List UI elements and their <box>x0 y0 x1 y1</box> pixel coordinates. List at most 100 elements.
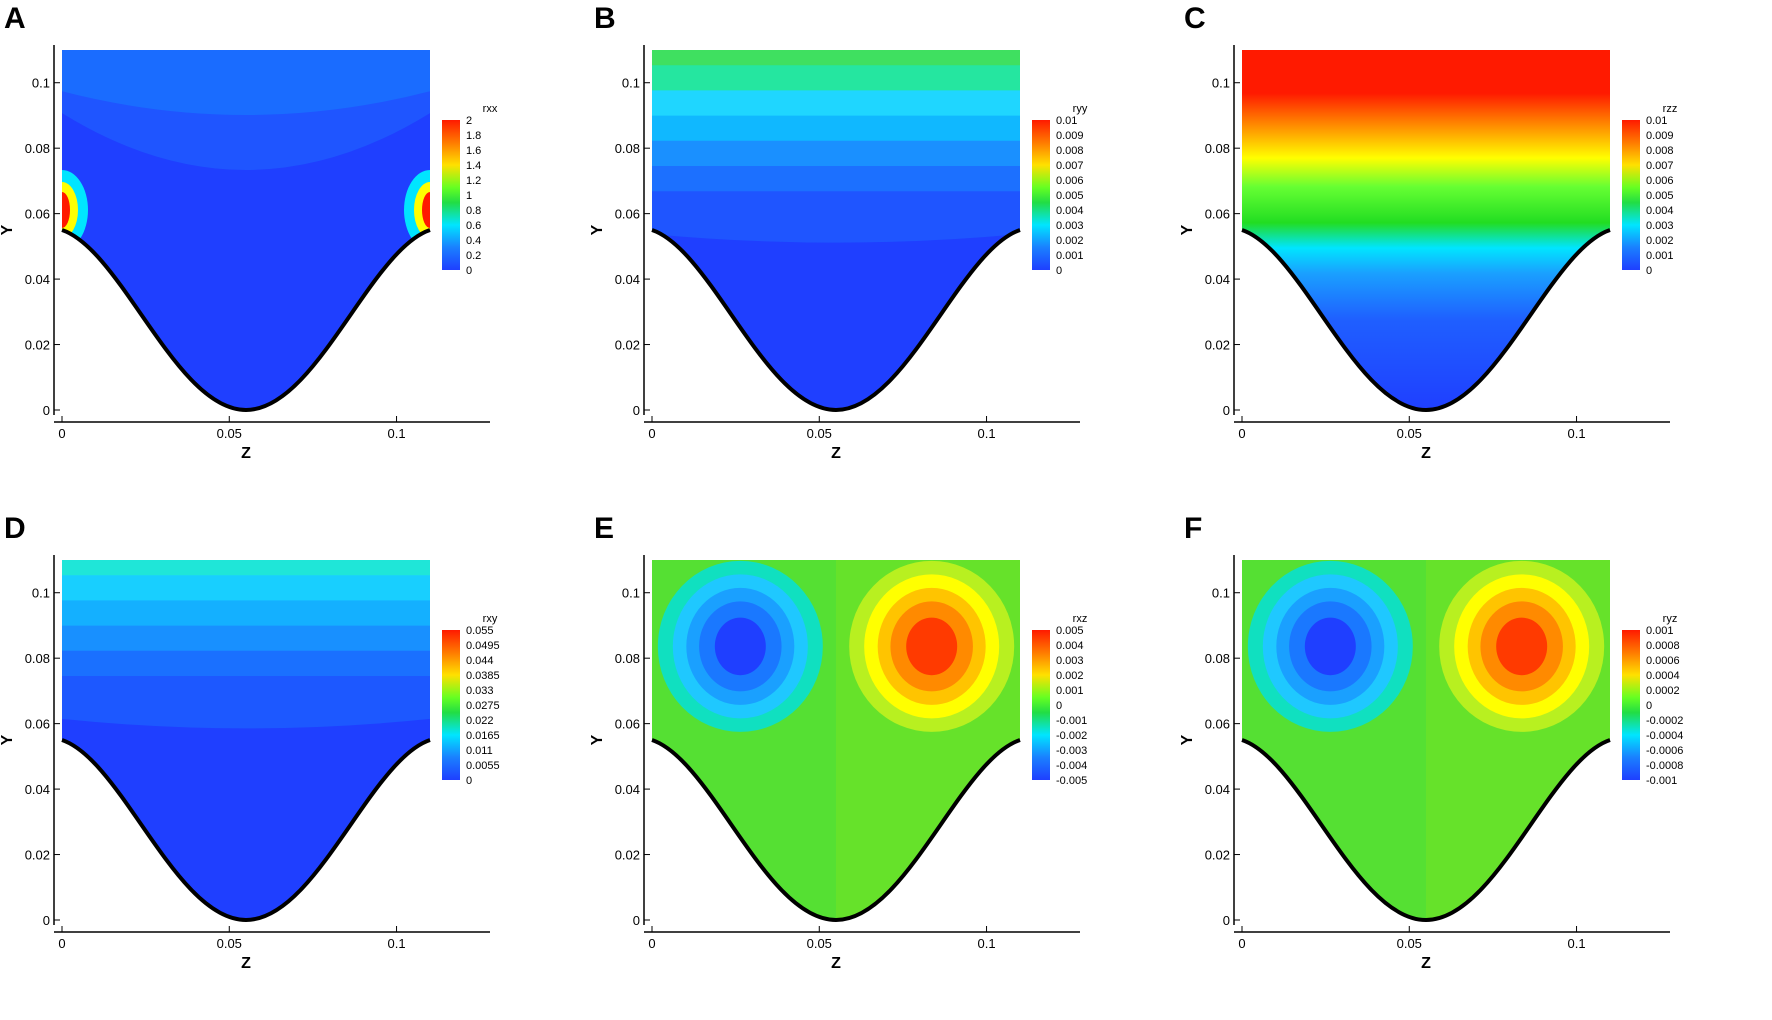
x-tick-label: 0.1 <box>1568 426 1586 441</box>
colorbar-tick-label: 0.0385 <box>466 670 500 682</box>
colorbar-tick-label: 0.044 <box>466 655 494 667</box>
colorbar-tick-label: 0.005 <box>1646 190 1674 202</box>
y-tick-label: 0.04 <box>615 272 640 287</box>
colorbar <box>442 120 460 270</box>
panel-letter: A <box>4 2 26 35</box>
colorbar-tick-label: 0.033 <box>466 685 494 697</box>
x-tick-label: 0.1 <box>1568 936 1586 951</box>
x-tick-label: 0.05 <box>807 936 832 951</box>
y-tick-label: 0 <box>633 913 640 928</box>
y-tick-label: 0.1 <box>622 586 640 601</box>
panel-letter: D <box>4 512 26 545</box>
x-tick-label: 0.1 <box>388 936 406 951</box>
x-tick-label: 0.1 <box>388 426 406 441</box>
colorbar-tick-label: 0.055 <box>466 625 494 637</box>
colorbar-tick-label: 0.0008 <box>1646 640 1680 652</box>
x-tick-label: 0 <box>1238 936 1245 951</box>
y-tick-label: 0.1 <box>1212 586 1230 601</box>
y-tick-label: 0.02 <box>615 338 640 353</box>
x-tick-label: 0.05 <box>1397 426 1422 441</box>
colorbar-tick-label: 0 <box>1056 700 1062 712</box>
colorbar-tick-label: 0.001 <box>1056 685 1084 697</box>
colorbar-tick-label: 0.004 <box>1646 205 1674 217</box>
colorbar-tick-label: 0.007 <box>1646 160 1674 172</box>
colorbar-title: rxy <box>483 613 498 625</box>
y-axis-label: Y <box>1180 224 1196 235</box>
panel-letter: F <box>1184 512 1203 545</box>
colorbar-tick-label: 0.0002 <box>1646 685 1680 697</box>
colorbar-tick-label: 0 <box>466 265 472 277</box>
colorbar-tick-label: 0.2 <box>466 250 481 262</box>
y-tick-label: 0.06 <box>25 207 50 222</box>
y-tick-label: 0.04 <box>1205 782 1230 797</box>
y-tick-label: 0 <box>633 403 640 418</box>
y-axis-label: Y <box>590 224 606 235</box>
x-tick-label: 0 <box>58 936 65 951</box>
colorbar-tick-label: 0.0004 <box>1646 670 1680 682</box>
y-tick-label: 0.06 <box>1205 717 1230 732</box>
y-tick-label: 0.06 <box>25 717 50 732</box>
y-axis-label: Y <box>0 224 16 235</box>
y-tick-label: 0.08 <box>25 141 50 156</box>
colorbar-tick-label: -0.002 <box>1056 730 1087 742</box>
y-tick-label: 0.08 <box>615 651 640 666</box>
x-tick-label: 0.1 <box>978 426 996 441</box>
colorbar-tick-label: 0.01 <box>1056 115 1077 127</box>
x-tick-label: 0.05 <box>217 936 242 951</box>
x-tick-label: 0.05 <box>807 426 832 441</box>
colorbar-title: ryy <box>1073 103 1088 115</box>
panel-letter: C <box>1184 2 1206 35</box>
panel-letter: E <box>594 512 615 545</box>
y-axis-label: Y <box>590 734 606 745</box>
y-tick-label: 0.08 <box>1205 141 1230 156</box>
colorbar <box>1032 120 1050 270</box>
colorbar-tick-label: 0.006 <box>1056 175 1084 187</box>
colorbar-tick-label: 0.0275 <box>466 700 500 712</box>
colorbar-tick-label: 0.002 <box>1646 235 1674 247</box>
colorbar-tick-label: -0.004 <box>1056 760 1087 772</box>
y-tick-label: 0.04 <box>25 272 50 287</box>
y-tick-label: 0.1 <box>622 76 640 91</box>
colorbar-title: rzz <box>1663 103 1678 115</box>
y-tick-label: 0.02 <box>615 848 640 863</box>
colorbar-tick-label: 0.01 <box>1646 115 1667 127</box>
colorbar-title: ryz <box>1663 613 1678 625</box>
colorbar-tick-label: 0.001 <box>1056 250 1084 262</box>
y-tick-label: 0.04 <box>615 782 640 797</box>
y-tick-label: 0.06 <box>1205 207 1230 222</box>
colorbar-tick-label: -0.0006 <box>1646 745 1683 757</box>
y-tick-label: 0.08 <box>25 651 50 666</box>
colorbar-tick-label: 0 <box>466 775 472 787</box>
colorbar-tick-label: -0.0008 <box>1646 760 1683 772</box>
colorbar-title: rxz <box>1073 613 1088 625</box>
colorbar-tick-label: 0.003 <box>1056 220 1084 232</box>
y-tick-label: 0.04 <box>25 782 50 797</box>
colorbar <box>1622 630 1640 780</box>
y-tick-label: 0.08 <box>1205 651 1230 666</box>
colorbar-tick-label: 0.0055 <box>466 760 500 772</box>
colorbar-tick-label: 1.2 <box>466 175 481 187</box>
colorbar-tick-label: 0.001 <box>1646 250 1674 262</box>
y-tick-label: 0.02 <box>25 338 50 353</box>
colorbar-tick-label: -0.001 <box>1056 715 1087 727</box>
colorbar-tick-label: -0.003 <box>1056 745 1087 757</box>
colorbar <box>442 630 460 780</box>
y-tick-label: 0.1 <box>1212 76 1230 91</box>
colorbar-tick-label: 0.0495 <box>466 640 500 652</box>
y-tick-label: 0.02 <box>25 848 50 863</box>
colorbar-tick-label: -0.001 <box>1646 775 1677 787</box>
y-tick-label: 0 <box>43 913 50 928</box>
panel-letter: B <box>594 2 616 35</box>
y-tick-label: 0.06 <box>615 717 640 732</box>
x-tick-label: 0 <box>648 426 655 441</box>
colorbar-tick-label: 2 <box>466 115 472 127</box>
